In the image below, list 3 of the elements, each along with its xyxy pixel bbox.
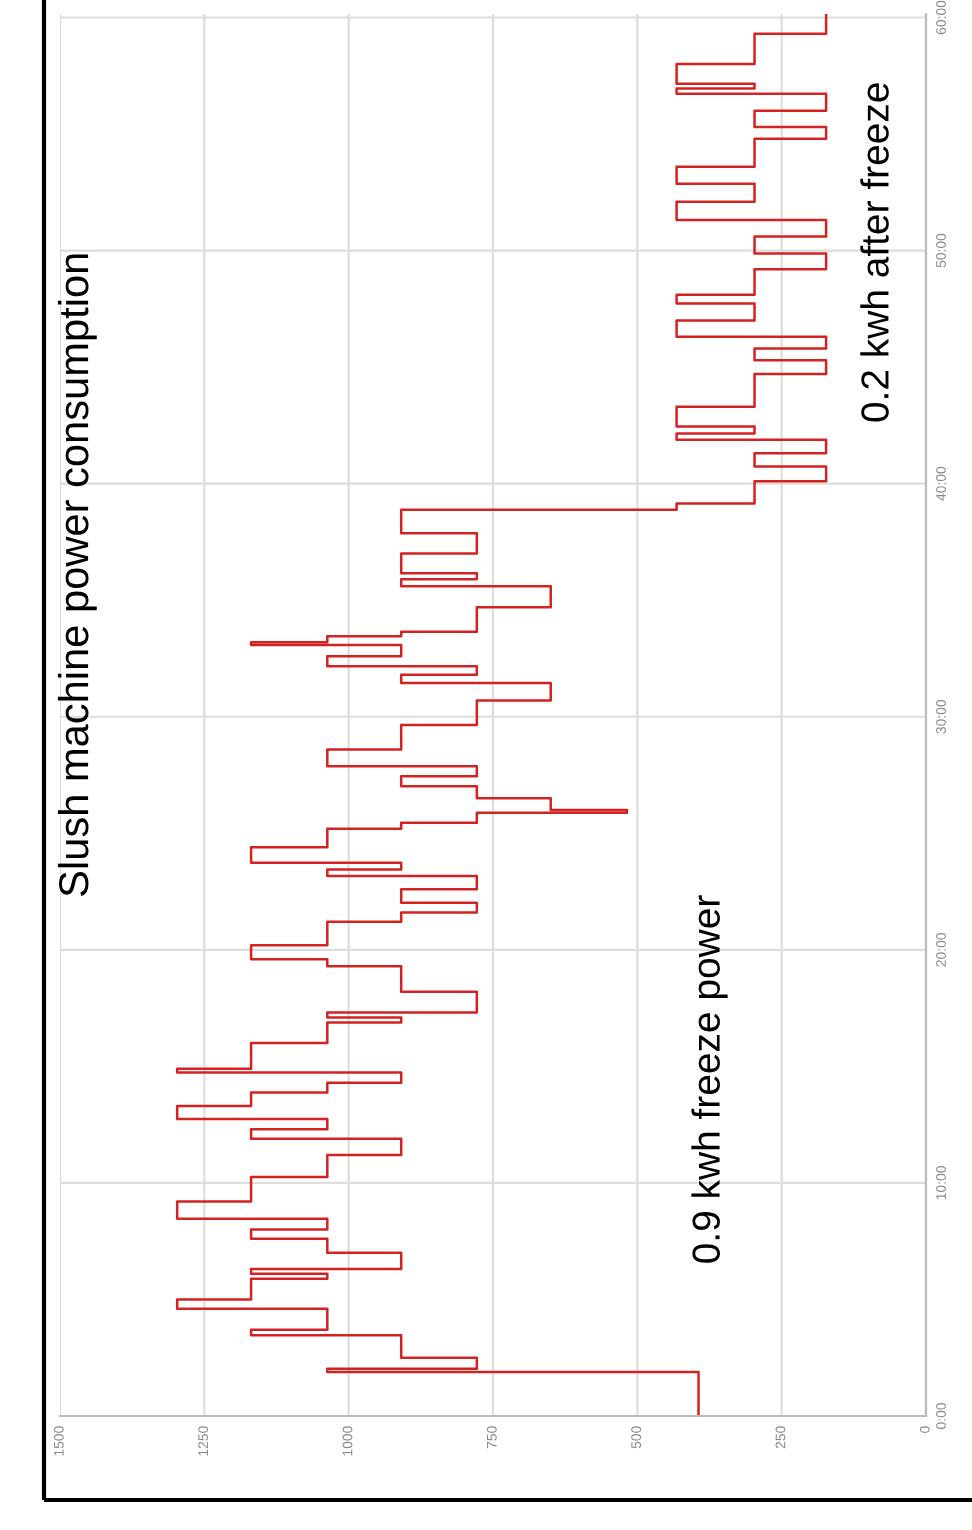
annotation: 0.2 kwh after freeze (860, 83, 889, 422)
text: Slush machine power consumption (57, 254, 97, 896)
annotation: 0.9 kwh freeze power (691, 895, 728, 1263)
